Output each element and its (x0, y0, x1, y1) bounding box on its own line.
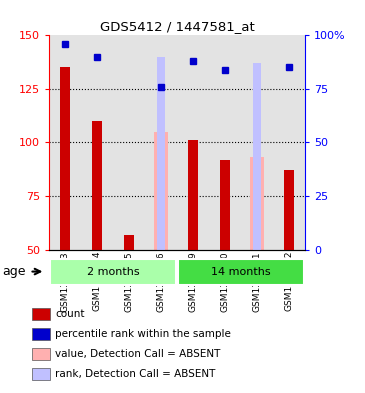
Bar (32, 347, 50, 360)
Text: 14 months: 14 months (211, 266, 271, 277)
Title: GDS5412 / 1447581_at: GDS5412 / 1447581_at (100, 20, 254, 33)
Bar (220, 160, 230, 250)
Bar (253, 63, 261, 250)
Text: count: count (55, 309, 85, 319)
Text: age: age (3, 265, 26, 278)
Bar (241, 35, 273, 250)
Bar (81, 35, 113, 250)
Bar (49, 35, 81, 250)
Bar (284, 170, 293, 250)
Text: value, Detection Call = ABSENT: value, Detection Call = ABSENT (55, 349, 220, 359)
Bar (273, 35, 305, 250)
Bar (50, 259, 176, 285)
Bar (124, 235, 134, 250)
Bar (145, 35, 177, 250)
Bar (177, 35, 209, 250)
Bar (188, 140, 198, 250)
Bar (154, 132, 168, 250)
Text: 2 months: 2 months (87, 266, 139, 277)
Bar (32, 368, 50, 380)
Text: percentile rank within the sample: percentile rank within the sample (55, 329, 231, 339)
Text: rank, Detection Call = ABSENT: rank, Detection Call = ABSENT (55, 369, 215, 379)
Bar (178, 259, 304, 285)
Bar (32, 308, 50, 320)
Bar (250, 158, 264, 250)
Bar (113, 35, 145, 250)
Bar (209, 35, 241, 250)
Bar (32, 328, 50, 340)
Bar (157, 57, 165, 250)
Bar (92, 121, 102, 250)
Bar (61, 68, 70, 250)
